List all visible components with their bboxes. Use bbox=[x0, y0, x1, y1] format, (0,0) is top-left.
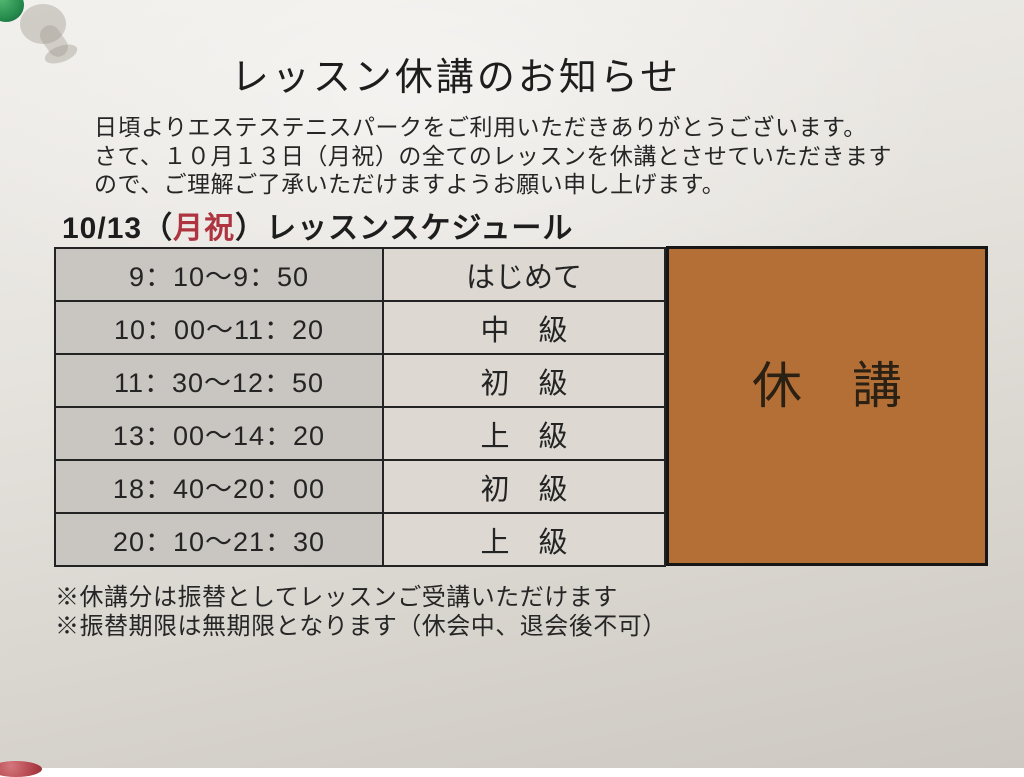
time-cell: 11：30～12：50 bbox=[54, 353, 384, 408]
cancelled-box: 休 講 bbox=[666, 246, 988, 566]
footnotes: ※休講分は振替としてレッスンご受講いただけます ※振替期限は無期限となります（休… bbox=[55, 583, 667, 641]
level-cell: 上 級 bbox=[382, 406, 666, 461]
level-cell: 上 級 bbox=[382, 512, 666, 567]
time-cell: 9：10～9：50 bbox=[54, 247, 384, 302]
time-cell: 13：00～14：20 bbox=[54, 406, 384, 461]
schedule-heading: 10/13（月祝）レッスンスケジュール bbox=[62, 203, 573, 247]
schedule-heading-suffix: ）レッスンスケジュール bbox=[235, 212, 574, 245]
cancelled-label: 休 講 bbox=[752, 358, 902, 414]
notice-body: 日頃よりエステステニスパークをご利用いただきありがとうございます。 さて、１０月… bbox=[94, 113, 892, 199]
level-cell: 初 級 bbox=[382, 353, 666, 408]
level-cell: 中 級 bbox=[382, 300, 666, 355]
table-row: 11：30～12：50 初 級 bbox=[54, 353, 666, 408]
time-cell: 20：10～21：30 bbox=[54, 512, 384, 567]
table-row: 20：10～21：30 上 級 bbox=[54, 512, 666, 567]
table-row: 10：00～11：20 中 級 bbox=[54, 300, 666, 355]
notice-title: レッスン休講のお知らせ bbox=[230, 57, 682, 99]
time-cell: 18：40～20：00 bbox=[54, 459, 384, 514]
notice-body-line: さて、１０月１３日（月祝）の全てのレッスンを休講とさせていただきます bbox=[94, 142, 892, 169]
schedule-table: 9：10～9：50 はじめて 10：00～11：20 中 級 11：30～12：… bbox=[54, 247, 666, 567]
footnote-line: ※振替期限は無期限となります（休会中、退会後不可） bbox=[55, 613, 667, 640]
table-row: 13：00～14：20 上 級 bbox=[54, 406, 666, 461]
level-cell: 初 級 bbox=[382, 459, 666, 514]
red-pushpin-icon bbox=[0, 761, 42, 777]
schedule-heading-prefix: 10/13（ bbox=[62, 212, 174, 245]
time-cell: 10：00～11：20 bbox=[54, 300, 384, 355]
notice-body-line: 日頃よりエステステニスパークをご利用いただきありがとうございます。 bbox=[94, 114, 867, 140]
table-row: 9：10～9：50 はじめて bbox=[54, 247, 666, 302]
notice-body-line: ので、ご理解ご了承いただけますようお願い申し上げます。 bbox=[94, 171, 726, 197]
schedule-heading-holiday: 月祝 bbox=[173, 212, 236, 245]
green-pushpin-icon bbox=[0, 0, 24, 22]
footnote-line: ※休講分は振替としてレッスンご受講いただけます bbox=[55, 584, 618, 611]
level-cell: はじめて bbox=[382, 247, 666, 302]
pushpin-shadow-icon bbox=[20, 4, 66, 44]
table-row: 18：40～20：00 初 級 bbox=[54, 459, 666, 514]
